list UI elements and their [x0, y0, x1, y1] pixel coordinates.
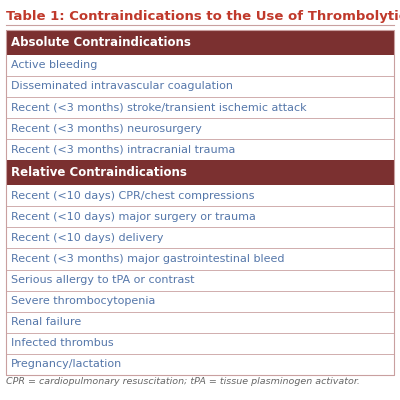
Text: Recent (<10 days) delivery: Recent (<10 days) delivery	[11, 233, 164, 243]
Text: Recent (<3 months) stroke/transient ischemic attack: Recent (<3 months) stroke/transient isch…	[11, 102, 307, 112]
Bar	[6, 160, 394, 185]
Text: Active bleeding: Active bleeding	[11, 60, 97, 70]
Text: Severe thrombocytopenia: Severe thrombocytopenia	[11, 296, 155, 306]
Text: Table 1: Contraindications to the Use of Thrombolytics: Table 1: Contraindications to the Use of…	[6, 10, 400, 23]
Bar	[6, 30, 394, 55]
Text: Disseminated intravascular coagulation: Disseminated intravascular coagulation	[11, 82, 233, 92]
Text: Infected thrombus: Infected thrombus	[11, 338, 114, 348]
Text: Relative Contraindications: Relative Contraindications	[11, 166, 187, 179]
Text: Renal failure: Renal failure	[11, 317, 81, 327]
Text: CPR = cardiopulmonary resuscitation; tPA = tissue plasminogen activator.: CPR = cardiopulmonary resuscitation; tPA…	[6, 377, 360, 386]
Text: Recent (<10 days) CPR/chest compressions: Recent (<10 days) CPR/chest compressions	[11, 191, 254, 201]
Text: Serious allergy to tPA or contrast: Serious allergy to tPA or contrast	[11, 275, 194, 285]
Text: Absolute Contraindications: Absolute Contraindications	[11, 36, 191, 49]
Text: Recent (<3 months) neurosurgery: Recent (<3 months) neurosurgery	[11, 124, 202, 134]
Text: Recent (<3 months) intracranial trauma: Recent (<3 months) intracranial trauma	[11, 145, 235, 155]
Text: Recent (<3 months) major gastrointestinal bleed: Recent (<3 months) major gastrointestina…	[11, 254, 284, 264]
Text: Pregnancy/lactation: Pregnancy/lactation	[11, 360, 122, 370]
Bar	[6, 30, 394, 375]
Text: Recent (<10 days) major surgery or trauma: Recent (<10 days) major surgery or traum…	[11, 212, 256, 222]
